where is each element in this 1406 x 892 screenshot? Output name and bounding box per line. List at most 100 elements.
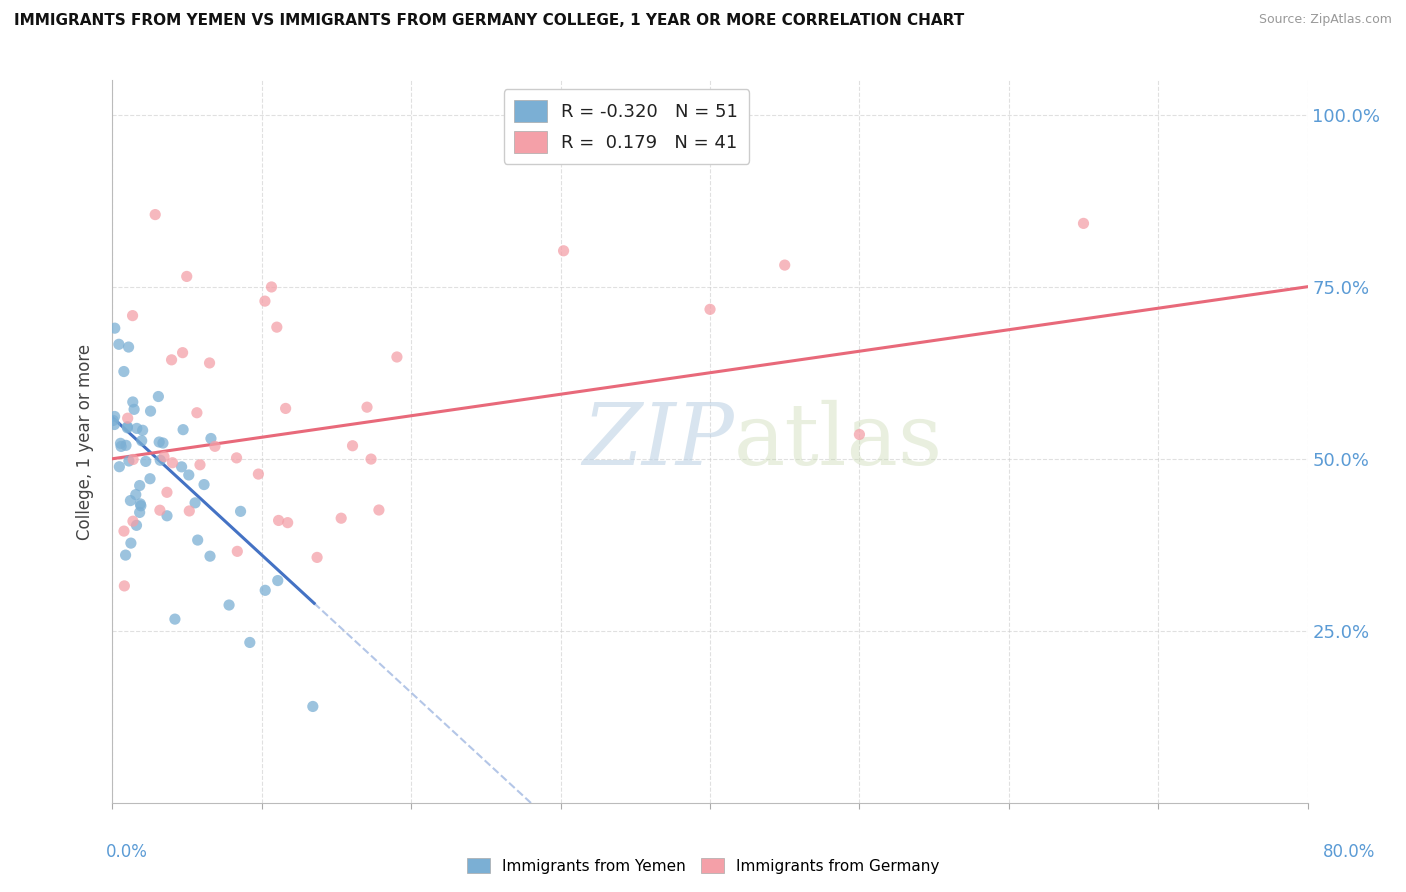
Point (1378, 125, 1400, 139)
Point (139, 404, 162, 418)
Point (186, 406, 208, 420)
Point (184, 496, 207, 510)
Legend: R = -0.320   N = 51, R =  0.179   N = 41: R = -0.320 N = 51, R = 0.179 N = 41 (503, 89, 749, 164)
Point (177, 467, 200, 482)
Text: atlas: atlas (734, 400, 943, 483)
Point (131, 434, 153, 448)
Point (153, 450, 176, 464)
Point (110, 436, 132, 450)
Point (122, 452, 145, 467)
Point (198, 549, 221, 564)
Point (385, 350, 408, 364)
Point (128, 478, 150, 492)
Point (193, 477, 215, 491)
Point (117, 421, 139, 435)
Point (152, 436, 174, 450)
Point (114, 548, 136, 562)
Point (110, 439, 132, 453)
Point (131, 423, 153, 437)
Point (170, 459, 193, 474)
Point (129, 499, 152, 513)
Point (277, 516, 299, 530)
Point (274, 401, 297, 416)
Point (122, 514, 145, 528)
Point (160, 352, 183, 367)
Point (226, 544, 249, 558)
Point (330, 511, 353, 525)
Text: Source: ZipAtlas.com: Source: ZipAtlas.com (1258, 13, 1392, 27)
Point (156, 508, 179, 523)
Point (128, 505, 150, 519)
Point (125, 487, 148, 501)
Point (135, 454, 157, 468)
Point (356, 400, 378, 414)
Point (225, 450, 247, 465)
Point (162, 456, 184, 470)
Point (120, 493, 142, 508)
Point (125, 421, 148, 435)
Legend: Immigrants from Yemen, Immigrants from Germany: Immigrants from Yemen, Immigrants from G… (461, 852, 945, 880)
Point (117, 411, 139, 425)
Point (118, 454, 141, 468)
Point (360, 452, 382, 467)
Point (301, 699, 323, 714)
Text: 80.0%: 80.0% (1323, 843, 1375, 861)
Point (1073, 216, 1095, 230)
Point (307, 550, 329, 565)
Point (247, 467, 270, 481)
Text: ZIP: ZIP (582, 401, 734, 483)
Point (115, 438, 138, 452)
Point (266, 320, 288, 334)
Point (367, 503, 389, 517)
Point (198, 356, 221, 370)
Point (187, 533, 209, 547)
Point (121, 395, 143, 409)
Point (254, 583, 277, 598)
Point (149, 453, 172, 467)
Point (218, 598, 240, 612)
Point (125, 518, 148, 533)
Point (112, 579, 135, 593)
Text: 0.0%: 0.0% (105, 843, 148, 861)
Point (103, 417, 125, 432)
Point (188, 458, 211, 472)
Point (129, 497, 152, 511)
Point (104, 409, 127, 424)
Point (253, 294, 276, 309)
Point (112, 524, 135, 538)
Point (260, 280, 283, 294)
Point (699, 302, 721, 317)
Point (267, 574, 290, 588)
Point (108, 459, 131, 474)
Point (172, 423, 194, 437)
Point (108, 337, 131, 351)
Point (121, 309, 143, 323)
Point (148, 435, 170, 450)
Point (120, 536, 142, 550)
Point (176, 269, 198, 284)
Point (239, 635, 262, 649)
Text: IMMIGRANTS FROM YEMEN VS IMMIGRANTS FROM GERMANY COLLEGE, 1 YEAR OR MORE CORRELA: IMMIGRANTS FROM YEMEN VS IMMIGRANTS FROM… (14, 13, 965, 29)
Point (163, 612, 186, 626)
Point (148, 390, 170, 404)
Point (117, 340, 139, 354)
Y-axis label: College, 1 year or more: College, 1 year or more (76, 343, 94, 540)
Point (229, 504, 252, 518)
Point (139, 472, 162, 486)
Point (342, 439, 364, 453)
Point (267, 513, 290, 527)
Point (156, 485, 179, 500)
Point (172, 345, 194, 359)
Point (204, 439, 226, 453)
Point (143, 208, 166, 222)
Point (104, 321, 127, 335)
Point (117, 419, 139, 434)
Point (122, 402, 145, 417)
Point (553, 244, 575, 258)
Point (149, 503, 172, 517)
Point (112, 365, 135, 379)
Point (179, 504, 201, 518)
Point (200, 432, 222, 446)
Point (848, 427, 870, 442)
Point (103, 413, 125, 427)
